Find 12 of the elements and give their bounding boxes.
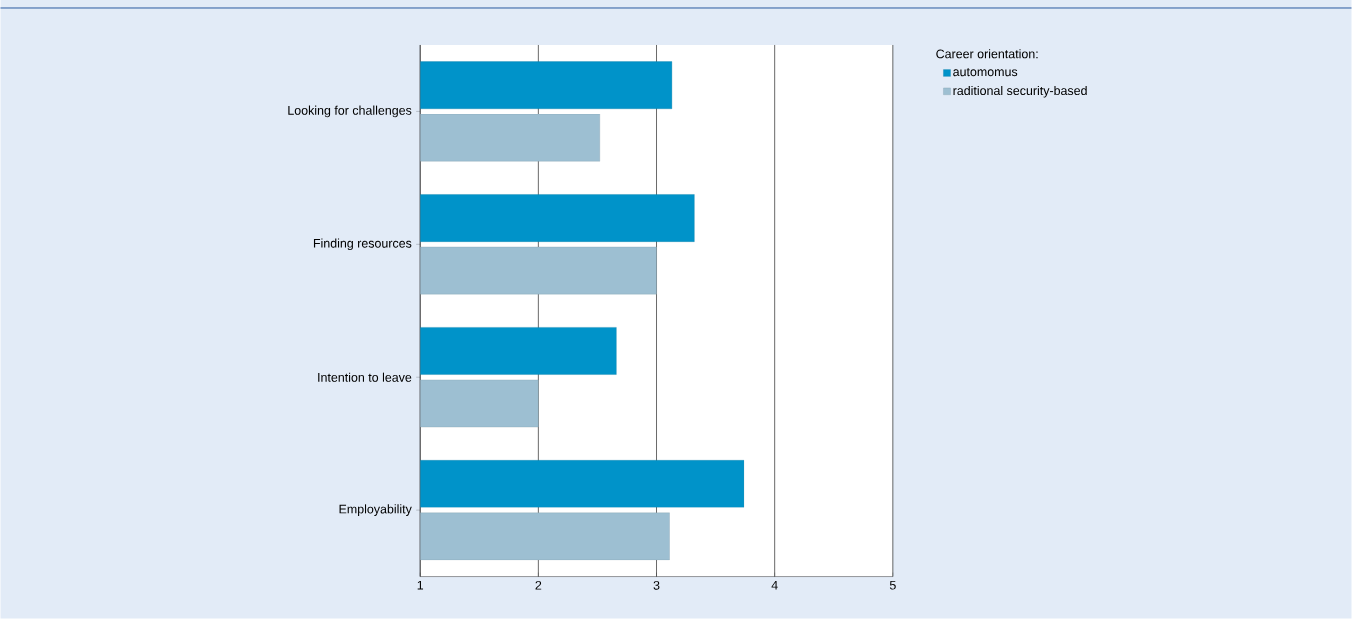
x-tick-label: 3 <box>653 581 660 590</box>
legend-label: raditional security-based <box>953 86 1087 98</box>
legend-title: Career orientation: <box>936 49 1038 59</box>
y-tick-label: Intention to leave <box>318 372 412 383</box>
x-tick-label: 1 <box>417 581 424 590</box>
x-tick-label: 2 <box>535 581 542 590</box>
y-tick-label: Looking for challenges <box>288 105 412 118</box>
y-tick-label: Employability <box>339 504 412 517</box>
y-tick-label: Finding resources <box>313 238 412 251</box>
x-tick-label: 5 <box>889 581 896 590</box>
legend-label: automomus <box>953 68 1018 77</box>
x-tick-label: 4 <box>771 581 778 590</box>
